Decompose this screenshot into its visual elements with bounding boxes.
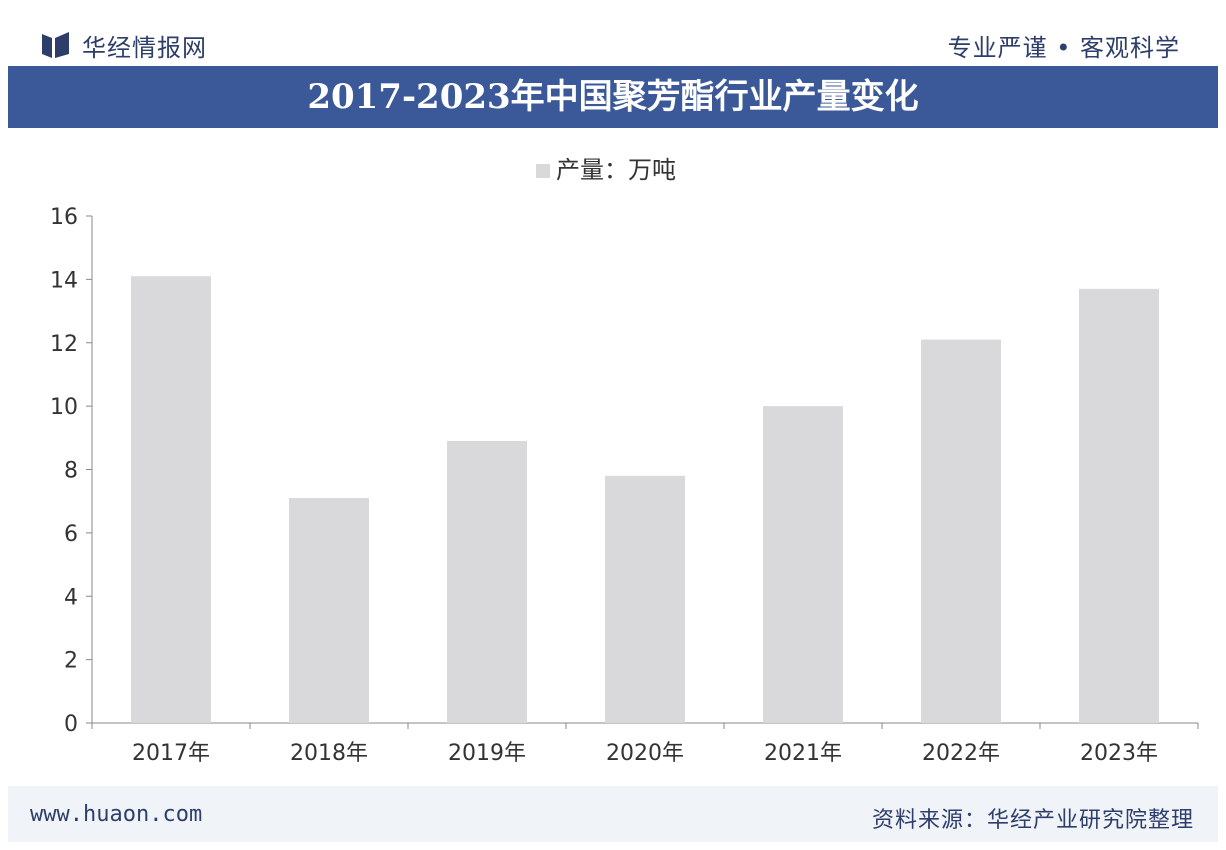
y-tick-label: 2 — [64, 649, 78, 674]
y-tick-label: 14 — [50, 268, 78, 293]
y-tick-label: 0 — [64, 712, 78, 737]
y-tick-label: 16 — [50, 205, 78, 230]
bar — [1079, 288, 1159, 723]
footer-source: 资料来源：华经产业研究院整理 — [871, 808, 1194, 833]
title-bar: 2017-2023年中国聚芳酯行业产量变化 — [8, 66, 1218, 128]
x-tick-label: 2020年 — [606, 741, 684, 766]
legend-label: 产量：万吨 — [556, 156, 676, 184]
footer-bar: www.huaon.com 资料来源：华经产业研究院整理 — [8, 786, 1218, 842]
y-tick-label: 12 — [50, 332, 78, 357]
x-tick-label: 2019年 — [448, 741, 526, 766]
plot-area: 产量：万吨 0 2 4 6 8 10 12 14 16 2017年 2018年 2019年 2020年 20… — [8, 128, 1218, 786]
y-tick-label: 8 — [64, 459, 78, 484]
bar-chart: 产量：万吨 0 2 4 6 8 10 12 14 16 2017年 2018年 2019年 2020年 20… — [50, 156, 1199, 766]
footer-url: www.huaon.com — [30, 802, 203, 827]
slogan: 专业严谨 • 客观科学 — [947, 34, 1180, 62]
x-tick-label: 2018年 — [290, 741, 368, 766]
y-tick-label: 6 — [64, 522, 78, 547]
y-tick-label: 10 — [50, 395, 78, 420]
bar — [447, 440, 527, 723]
brand-logo-icon — [42, 32, 69, 58]
x-tick-label: 2023年 — [1080, 741, 1158, 766]
x-tick-label: 2022年 — [922, 741, 1000, 766]
bar — [289, 498, 369, 723]
brand-name: 华经情报网 — [82, 34, 207, 62]
bar — [763, 406, 843, 723]
bar — [921, 339, 1001, 723]
y-tick-label: 4 — [64, 585, 78, 610]
bar — [131, 276, 211, 723]
bar — [605, 475, 685, 723]
legend-swatch — [536, 164, 550, 178]
x-tick-label: 2017年 — [132, 741, 210, 766]
chart-title: 2017-2023年中国聚芳酯行业产量变化 — [307, 77, 919, 117]
header-bar: 华经情报网 专业严谨 • 客观科学 — [8, 8, 1218, 66]
x-tick-label: 2021年 — [764, 741, 842, 766]
